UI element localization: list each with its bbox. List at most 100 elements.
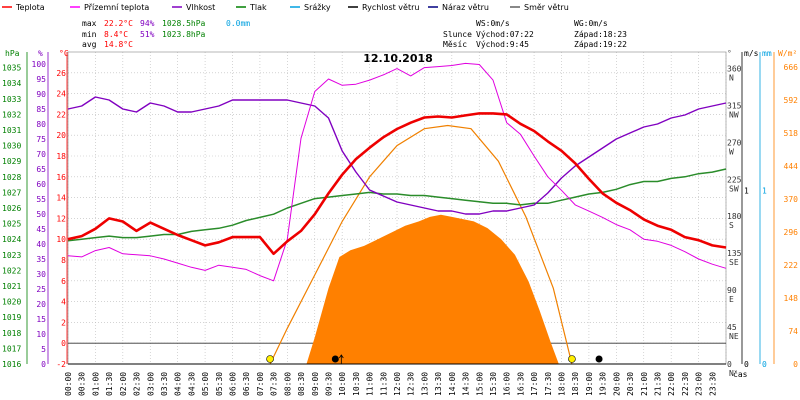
humidity-tick-label: 10: [36, 330, 46, 339]
humidity-tick-label: 70: [36, 150, 46, 159]
time-tick-label: 03:00: [146, 372, 155, 396]
stat-avg-temp: 14.8°C: [104, 40, 133, 49]
pressure-tick-label: 1029: [2, 157, 21, 166]
wind-dir-tick-label: 180: [727, 212, 742, 221]
temperature-tick-label: 20: [56, 131, 66, 140]
moonset-marker: [595, 355, 603, 363]
sunset-time: Západ:18:23: [574, 30, 627, 39]
humidity-tick-label: 95: [36, 75, 46, 84]
wind-dir-compass-label: W: [729, 147, 734, 156]
solar-tick-label: 148: [784, 294, 799, 303]
sunrise-time: Východ:07:22: [476, 30, 534, 39]
humidity-tick-label: 80: [36, 120, 46, 129]
stat-max-label: max: [82, 19, 97, 28]
wind-dir-tick-label: 360: [727, 64, 742, 73]
wind-dir-compass-label: SE: [729, 258, 739, 267]
astro-markers: [266, 354, 603, 364]
grid: [26, 51, 775, 365]
humidity-tick-label: 20: [36, 300, 46, 309]
time-tick-label: 16:30: [516, 372, 525, 396]
temperature-unit: °C: [59, 49, 69, 58]
time-tick-label: 11:00: [366, 372, 375, 396]
wind-dir-tick-label: 90: [727, 286, 737, 295]
legend-label: Náraz větru: [442, 3, 489, 12]
time-tick-label: 23:30: [708, 372, 717, 396]
stat-min-temp: 8.4°C: [104, 30, 128, 39]
legend-label: Srážky: [304, 3, 331, 12]
rain-unit: mm: [762, 49, 772, 58]
time-tick-label: 04:30: [187, 372, 196, 396]
time-tick-label: 05:30: [215, 372, 224, 396]
pressure-tick-label: 1016: [2, 360, 21, 369]
wind-dir-compass-label: NE: [729, 332, 739, 341]
pressure-tick-label: 1017: [2, 344, 21, 353]
humidity-tick-label: 60: [36, 180, 46, 189]
legend: Teplota Přízemní teplota Vlhkost Tlak Srážky…: [2, 3, 569, 12]
time-tick-label: 12:30: [407, 372, 416, 396]
legend-label: Vlhkost: [186, 3, 215, 12]
humidity-tick-label: 55: [36, 195, 46, 204]
humidity-tick-label: 40: [36, 240, 46, 249]
time-tick-label: 19:00: [585, 372, 594, 396]
wind-gust-info: WG:0m/s: [574, 19, 608, 28]
pressure-tick-label: 1031: [2, 126, 21, 135]
pressure-tick-label: 1034: [2, 79, 21, 88]
time-tick-label: 22:30: [681, 372, 690, 396]
temperature-line: [67, 112, 727, 256]
axis-units: hPa % °C ° m/s mm W/m² čas: [5, 49, 797, 379]
time-axis-label: čas: [733, 369, 748, 379]
time-tick-label: 17:30: [544, 372, 553, 396]
wind-speed-tick-label: 0: [744, 360, 749, 369]
time-tick-label: 10:30: [352, 372, 361, 396]
temperature-tick-label: 26: [56, 69, 66, 78]
temperature-tick-label: 24: [56, 90, 66, 99]
solar-tick-label: 74: [788, 327, 798, 336]
humidity-tick-label: 35: [36, 255, 46, 264]
time-tick-label: 23:00: [695, 372, 704, 396]
time-tick-label: 14:00: [448, 372, 457, 396]
time-tick-label: 16:00: [503, 372, 512, 396]
humidity-tick-label: 65: [36, 165, 46, 174]
humidity-tick-label: 75: [36, 135, 46, 144]
theoretical-solar-line: [269, 124, 573, 365]
pressure-unit: hPa: [5, 49, 20, 58]
humidity-tick-label: 85: [36, 105, 46, 114]
temperature-tick-label: 0: [61, 339, 66, 348]
wind-dir-tick-label: 0: [727, 360, 732, 369]
temperature-tick-label: 12: [56, 214, 66, 223]
solar-tick-label: 518: [784, 129, 799, 138]
temperature-tick-label: 14: [56, 194, 66, 203]
time-tick-label: 12:00: [393, 372, 402, 396]
solar-tick-label: 222: [784, 261, 799, 270]
stat-max-temp: 22.2°C: [104, 19, 133, 28]
time-tick-label: 14:30: [462, 372, 471, 396]
temperature-tick-label: 8: [61, 256, 66, 265]
plot-area: [67, 62, 727, 365]
temperature-tick-label: 16: [56, 173, 66, 182]
pressure-tick-label: 1026: [2, 204, 21, 213]
solar-tick-label: 0: [793, 360, 798, 369]
wind-speed-info: WS:0m/s: [476, 19, 510, 28]
moonset-time: Západ:19:22: [574, 40, 627, 49]
time-tick-label: 00:00: [64, 372, 73, 396]
time-tick-label: 13:30: [434, 372, 443, 396]
humidity-unit: %: [38, 49, 43, 58]
time-tick-label: 08:00: [283, 372, 292, 396]
pressure-tick-label: 1024: [2, 235, 21, 244]
time-tick-label: 18:30: [571, 372, 580, 396]
time-tick-label: 10:00: [338, 372, 347, 396]
stat-min-humidity: 51%: [140, 30, 155, 39]
pressure-tick-label: 1021: [2, 282, 21, 291]
pressure-tick-label: 1033: [2, 95, 21, 104]
time-tick-label: 09:00: [311, 372, 320, 396]
time-tick-label: 00:30: [78, 372, 87, 396]
legend-label: Teplota: [15, 3, 45, 12]
sunset-marker: [568, 355, 576, 363]
humidity-tick-label: 5: [41, 345, 46, 354]
solar-tick-label: 592: [784, 96, 799, 105]
time-tick-label: 21:30: [653, 372, 662, 396]
solar-tick-label: 444: [784, 162, 799, 171]
temperature-tick-label: 10: [56, 235, 66, 244]
wind-dir-compass-label: NW: [729, 110, 739, 119]
